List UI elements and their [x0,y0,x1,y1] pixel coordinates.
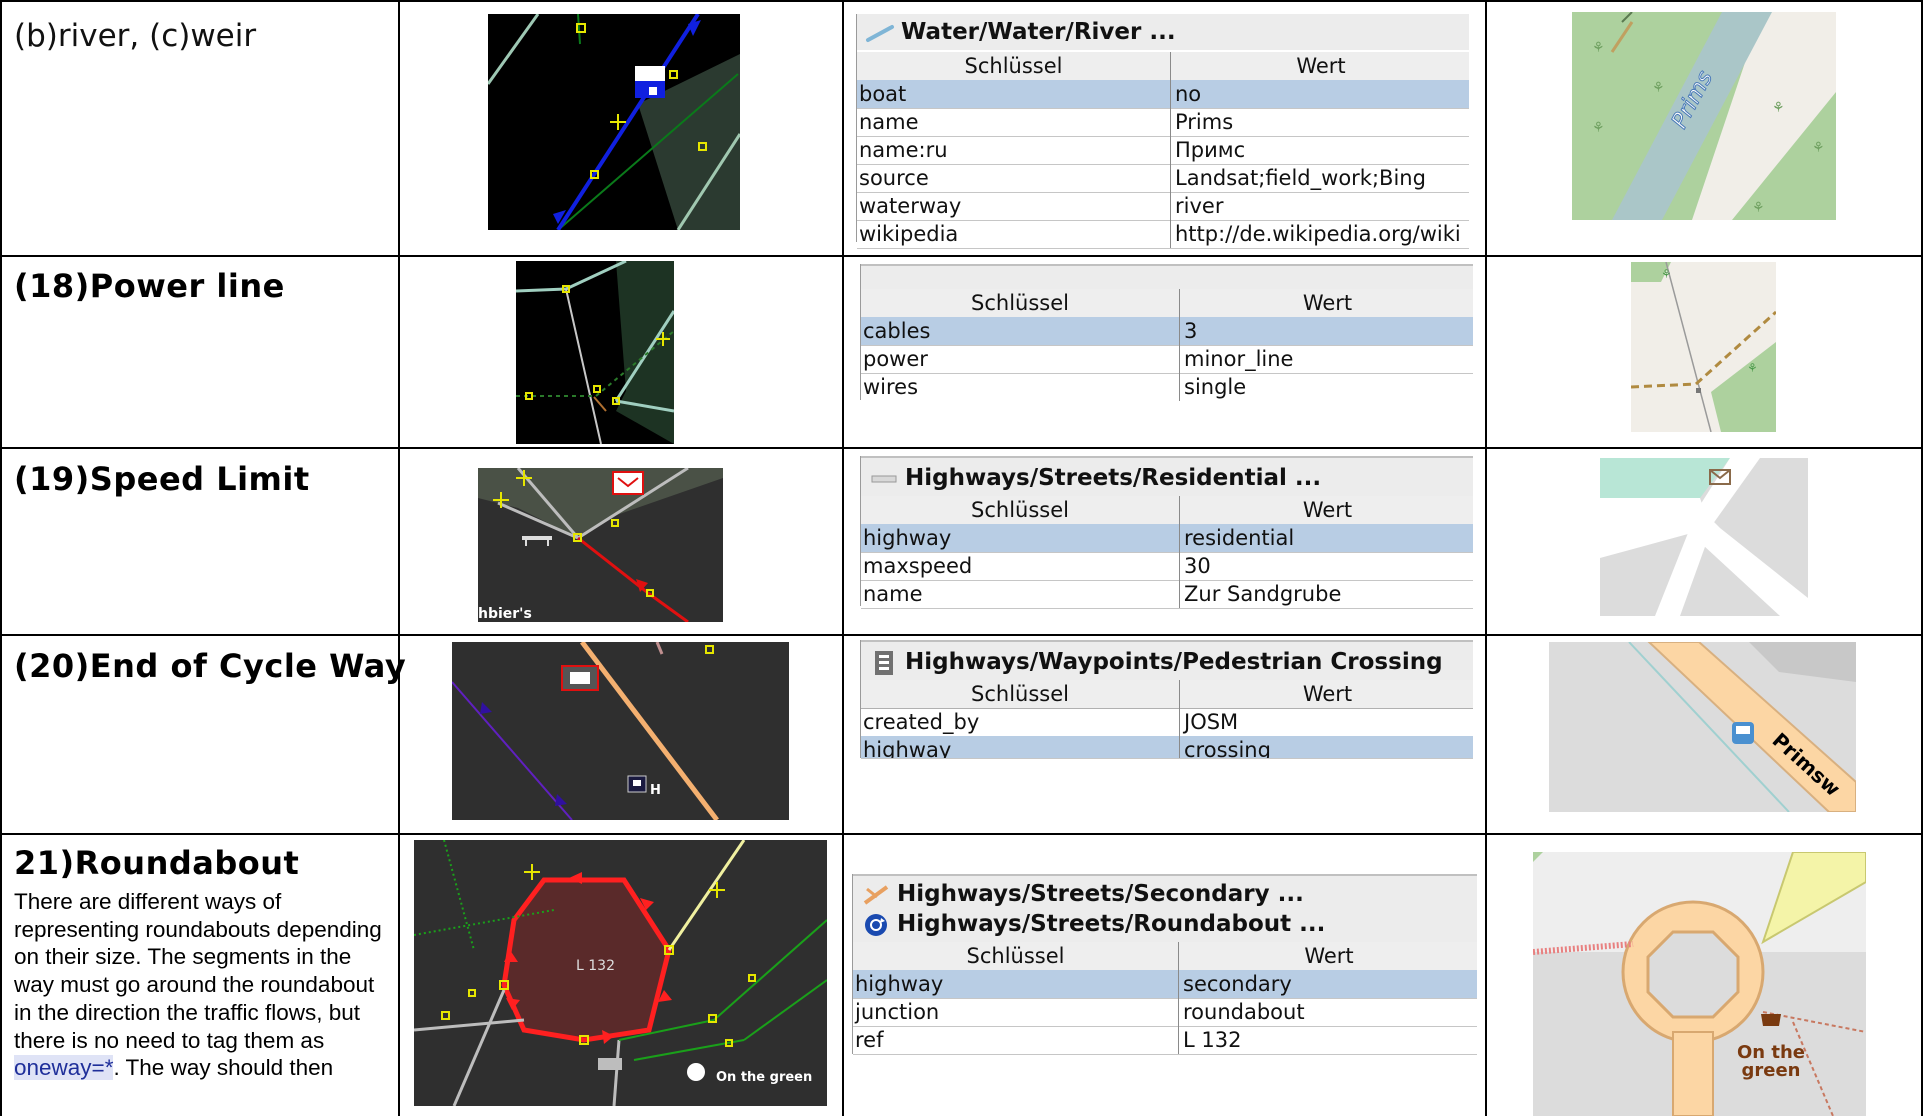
josm-editor-roundabout: L 132 On the green [414,840,827,1106]
editor-map-label: hbier's [478,606,532,622]
svg-text:⚘: ⚘ [1812,140,1825,156]
waterway-icon [866,24,894,42]
table-row[interactable]: name Prims [857,108,1469,137]
editor-cafe-label: On the green [716,1070,812,1085]
preset-title: Highways/Streets/Residential ... [861,456,1473,496]
table-header: Schlüssel Wert [861,496,1473,525]
josm-editor-power-line [516,261,674,444]
table-header: Schlüssel Wert [861,680,1473,709]
tag-panel-speed-limit: Highways/Streets/Residential ... Schlüss… [860,456,1473,609]
osm-render-roundabout: On the green [1533,852,1866,1116]
grid-line [0,447,1923,449]
table-header: Schlüssel Wert [861,289,1473,318]
osm-render-river: ⚘ ⚘ ⚘ ⚘ ⚘ ⚘ Prims [1572,12,1836,220]
roundabout-icon [865,913,887,936]
cafe-map-label-2: green [1742,1060,1801,1081]
josm-editor-speed-limit: hbier's [478,468,723,622]
table-row[interactable]: waterway river [857,192,1469,221]
grid-line [842,0,844,1116]
osm-render-speed-limit [1600,458,1808,616]
secondary-road-icon [863,884,889,905]
grid-line [1485,0,1487,1116]
grid-line [0,255,1923,257]
row-label-end-of-cycle-way: (20)End of Cycle Way [14,647,407,685]
svg-text:⚘: ⚘ [1652,80,1665,96]
svg-text:⚘: ⚘ [1747,361,1758,375]
preset-title: Water/Water/River ... [857,14,1469,50]
grid-line [0,0,1923,2]
grid-line [398,0,400,1116]
table-row[interactable]: wires single [863,373,1247,401]
editor-map-label: H [650,783,661,798]
grid-line [0,0,2,1116]
svg-text:⚘: ⚘ [1661,267,1672,281]
roundabout-description: There are different ways of representing… [14,889,382,1081]
preset-title [861,264,1473,290]
editor-ref-label: L 132 [576,958,615,974]
pedestrian-crossing-icon [875,650,893,675]
residential-road-icon [871,475,897,482]
row-label-river: (b)river, (c)weir [14,18,257,54]
table-row[interactable]: cables 3 [861,317,1473,346]
table-header: Schlüssel Wert [857,52,1469,81]
cafe-map-label-1: On the [1737,1042,1805,1063]
grid-line [1921,0,1923,1116]
svg-text:⚘: ⚘ [1592,40,1605,56]
table-row[interactable]: highway secondary [853,970,1477,999]
josm-editor-river [488,14,740,230]
tag-panel-power-line: Schlüssel Wert cables 3 power minor_line w… [860,264,1473,401]
table-row[interactable]: name Zur Sandgrube [861,580,1473,609]
josm-editor-cycle-way: H [452,642,789,820]
oneway-link[interactable]: oneway=* [14,1055,114,1081]
osm-render-cycle-way: Primsw [1549,642,1856,812]
row-label-roundabout: 21)Roundabout [14,844,300,882]
grid-line [0,634,1923,636]
table-row[interactable]: ref L 132 [853,1026,1477,1055]
tag-panel-roundabout: Highways/Streets/Secondary ... Highways/… [852,874,1477,1055]
table-row[interactable]: highway residential [861,524,1473,553]
table-row[interactable]: junction roundabout [853,998,1477,1027]
tag-panel-river: Water/Water/River ... Schlüssel Wert boa… [856,14,1469,249]
svg-text:⚘: ⚘ [1772,100,1785,116]
preset-title: Highways/Waypoints/Pedestrian Crossing .… [861,640,1473,715]
table-row[interactable]: maxspeed 30 [861,552,1473,581]
svg-text:⚘: ⚘ [1592,120,1605,136]
row-label-speed-limit: (19)Speed Limit [14,460,310,498]
grid-line [0,833,1923,835]
table-header: Schlüssel Wert [853,942,1477,971]
table-row[interactable]: source Landsat;field_work;Bing [857,164,1469,193]
table-row[interactable]: highway crossing [861,736,1473,759]
row-label-power-line: (18)Power line [14,267,285,305]
table-row[interactable]: created_by JOSM [861,708,1473,737]
table-row[interactable]: wikipedia http://de.wikipedia.org/wiki [857,220,1469,249]
preset-title: Highways/Streets/Secondary ... Highways/… [853,874,1477,942]
table-row[interactable]: power minor_line [861,345,1473,374]
table-row[interactable]: boat no [857,80,1469,109]
osm-render-power-line: ⚘ ⚘ [1631,262,1776,432]
svg-text:⚘: ⚘ [1752,200,1765,216]
tag-panel-cycle-way: Highways/Waypoints/Pedestrian Crossing .… [860,640,1473,759]
table-row[interactable]: name:ru Примс [857,136,1469,165]
